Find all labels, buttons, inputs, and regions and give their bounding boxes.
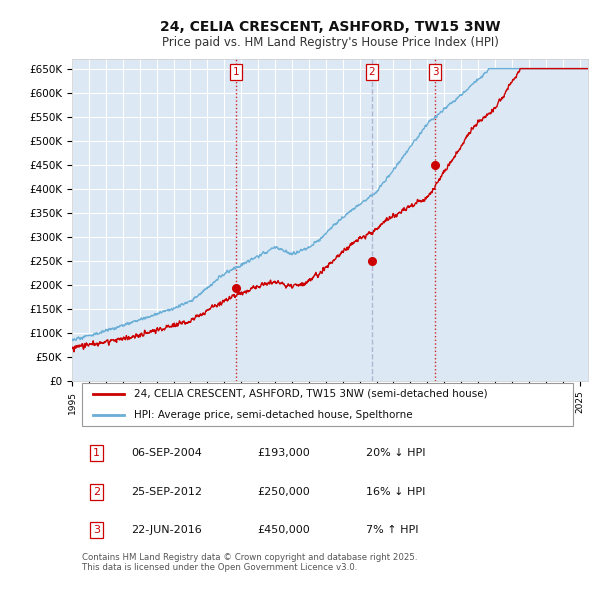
Text: 16% ↓ HPI: 16% ↓ HPI	[366, 487, 425, 497]
Text: 2: 2	[368, 67, 375, 77]
Text: 7% ↑ HPI: 7% ↑ HPI	[366, 525, 419, 535]
Text: £193,000: £193,000	[258, 448, 311, 458]
FancyBboxPatch shape	[82, 383, 572, 426]
Text: 25-SEP-2012: 25-SEP-2012	[131, 487, 202, 497]
Text: 3: 3	[432, 67, 439, 77]
Text: Price paid vs. HM Land Registry's House Price Index (HPI): Price paid vs. HM Land Registry's House …	[161, 36, 499, 49]
Text: Contains HM Land Registry data © Crown copyright and database right 2025.
This d: Contains HM Land Registry data © Crown c…	[82, 553, 418, 572]
Text: 24, CELIA CRESCENT, ASHFORD, TW15 3NW: 24, CELIA CRESCENT, ASHFORD, TW15 3NW	[160, 19, 500, 34]
Text: £250,000: £250,000	[258, 487, 311, 497]
Text: 2: 2	[92, 487, 100, 497]
Text: 3: 3	[93, 525, 100, 535]
Text: 22-JUN-2016: 22-JUN-2016	[131, 525, 202, 535]
Text: HPI: Average price, semi-detached house, Spelthorne: HPI: Average price, semi-detached house,…	[134, 409, 413, 419]
Text: 06-SEP-2004: 06-SEP-2004	[131, 448, 202, 458]
Text: 1: 1	[93, 448, 100, 458]
Text: £450,000: £450,000	[258, 525, 311, 535]
Text: 24, CELIA CRESCENT, ASHFORD, TW15 3NW (semi-detached house): 24, CELIA CRESCENT, ASHFORD, TW15 3NW (s…	[134, 389, 488, 399]
Text: 20% ↓ HPI: 20% ↓ HPI	[366, 448, 425, 458]
Text: 1: 1	[232, 67, 239, 77]
